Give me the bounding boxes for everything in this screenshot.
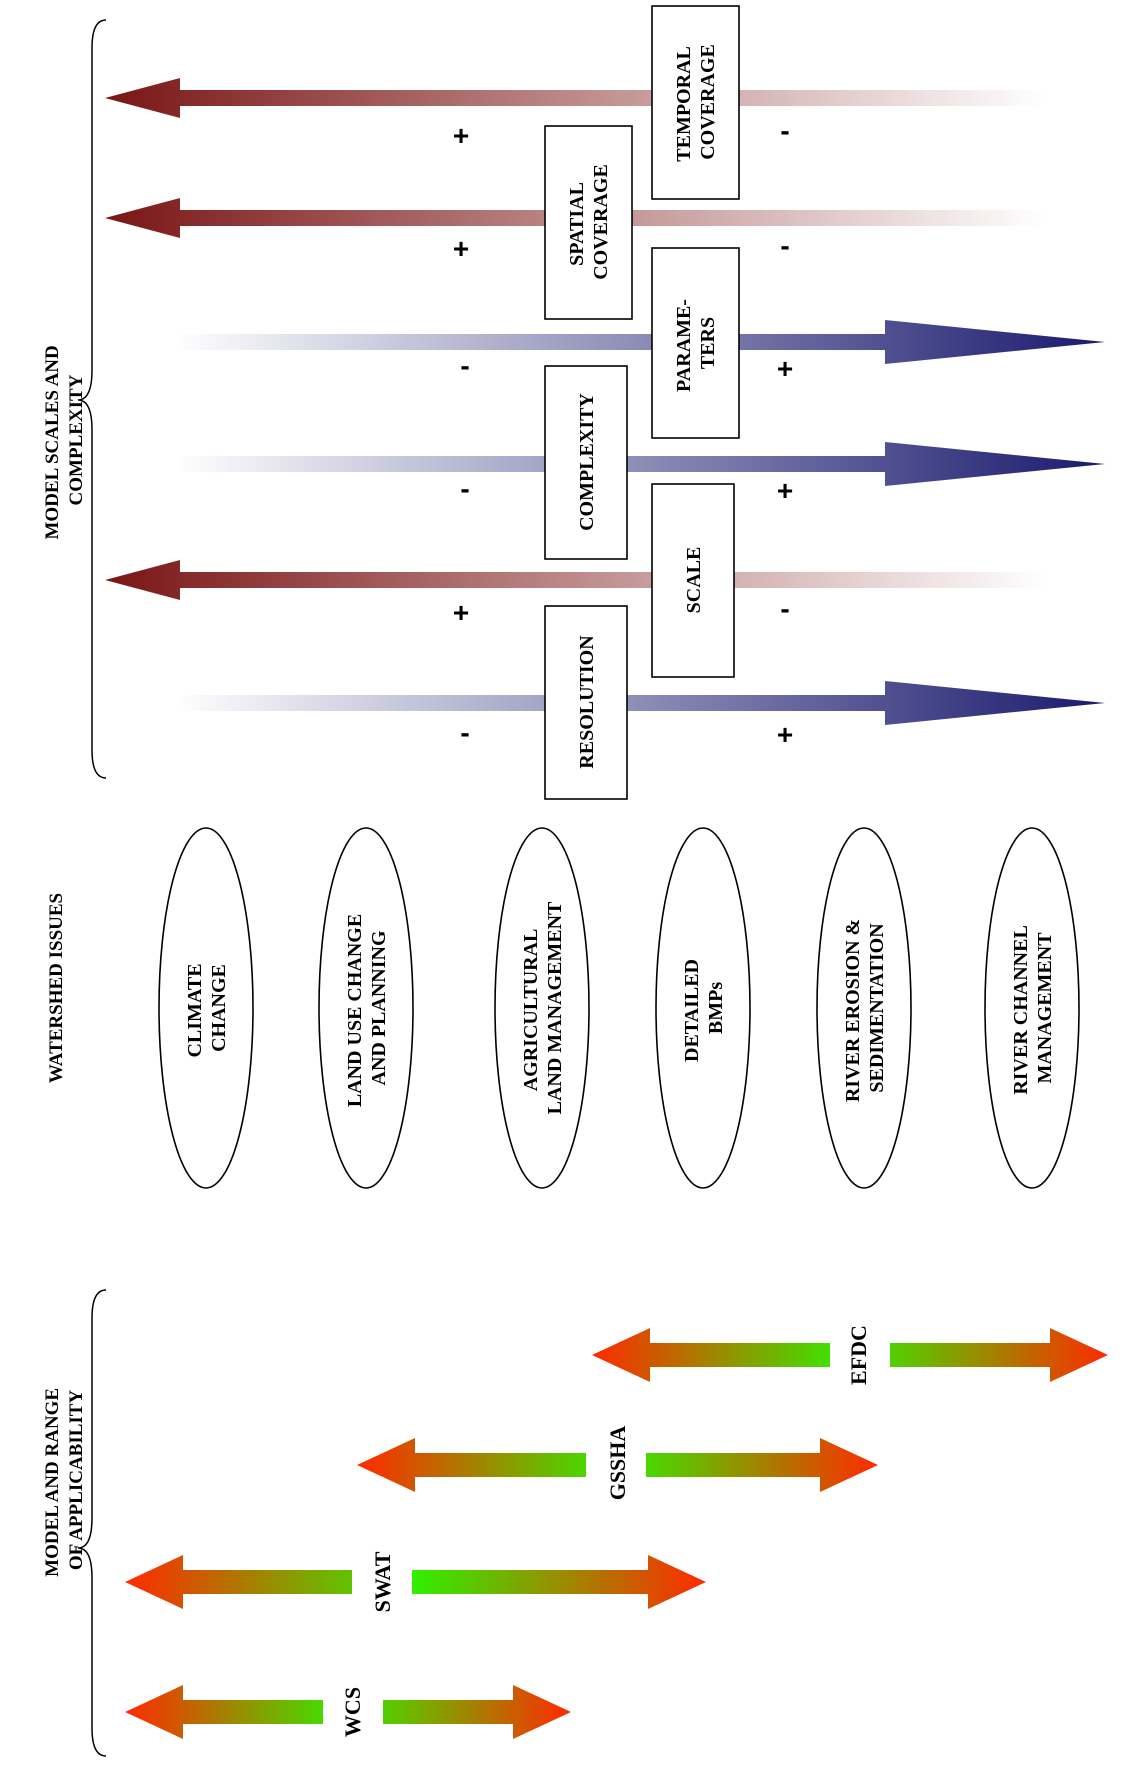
spatial-coverage-plus: + [453, 233, 469, 264]
issue-detailed-bmps-ellipse [655, 827, 751, 1189]
issue-agricultural-label: AGRICULTURAL LAND MANAGEMENT [520, 901, 566, 1114]
model-scales-section: MODEL SCALES AND COMPLEXITY TEMPORAL COV… [42, 5, 1105, 800]
model-wcs-label: WCS [340, 1687, 365, 1737]
watershed-issues-section: WATERSHED ISSUES CLIMATE CHANGE LAND USE… [46, 827, 1080, 1189]
parameters-arrow-shape [175, 320, 1105, 364]
issue-river-erosion: RIVER EROSION & SEDIMENTATION [816, 827, 912, 1189]
model-scales-heading: MODEL SCALES AND COMPLEXITY [42, 340, 87, 539]
model-wcs: WCS [125, 1668, 571, 1756]
issue-climate-change-ellipse [158, 827, 254, 1189]
scale-label: SCALE [683, 547, 705, 614]
model-efdc-label: EFDC [846, 1325, 871, 1385]
complexity-plus: + [777, 475, 793, 506]
model-range-section: MODEL AND RANGE OF APPLICABILITY WCS SWA… [42, 1289, 1108, 1757]
issue-river-channel: RIVER CHANNEL MANAGEMENT [984, 827, 1080, 1189]
temporal-coverage-label: TEMPORAL COVERAGE [673, 42, 719, 161]
scale-minus: - [780, 593, 789, 624]
temporal-coverage-plus: + [453, 120, 469, 151]
scale-arrow-shape [105, 560, 1045, 600]
parameters-arrow: PARAME- TERS - + [175, 247, 1105, 439]
issue-detailed-bmps: DETAILED BMPs [655, 827, 751, 1189]
issue-river-erosion-label: RIVER EROSION & SEDIMENTATION [842, 914, 888, 1102]
complexity-arrow-shape [175, 442, 1105, 486]
model-wcs-label-bg [323, 1668, 383, 1756]
temporal-coverage-box [651, 5, 740, 200]
model-efdc: EFDC [592, 1296, 1108, 1414]
issue-climate-change: CLIMATE CHANGE [158, 827, 254, 1189]
temporal-coverage-arrow-shape [105, 78, 1045, 118]
issue-river-erosion-ellipse [816, 827, 912, 1189]
issue-land-use: LAND USE CHANGE AND PLANNING [318, 827, 414, 1189]
complexity-arrow: COMPLEXITY - + [175, 365, 1105, 560]
parameters-box [651, 247, 740, 439]
model-gssha-label-bg [586, 1394, 646, 1532]
model-range-brace [77, 1289, 107, 1757]
spatial-coverage-box [544, 125, 633, 320]
issue-land-use-ellipse [318, 827, 414, 1189]
resolution-arrow-shape [175, 681, 1105, 725]
resolution-plus: + [777, 719, 793, 750]
scale-plus: + [453, 597, 469, 628]
issue-agricultural: AGRICULTURAL LAND MANAGEMENT [494, 827, 590, 1189]
complexity-label: COMPLEXITY [576, 393, 598, 531]
model-efdc-label-bg [830, 1296, 890, 1414]
model-swat-label-bg [352, 1525, 412, 1635]
scale-box [651, 483, 735, 678]
issue-detailed-bmps-label: DETAILED BMPs [681, 954, 727, 1062]
resolution-label: RESOLUTION [576, 635, 598, 769]
complexity-box [544, 365, 628, 560]
issue-climate-change-label: CLIMATE CHANGE [184, 958, 230, 1057]
model-scales-brace [77, 19, 107, 779]
model-gssha-label: GSSHA [605, 1426, 630, 1501]
issue-river-channel-ellipse [984, 827, 1080, 1189]
issue-river-channel-label: RIVER CHANNEL MANAGEMENT [1010, 921, 1056, 1094]
temporal-coverage-minus: - [780, 115, 789, 146]
scale-arrow: SCALE + - [105, 483, 1045, 678]
issue-agricultural-ellipse [494, 827, 590, 1189]
model-range-heading: MODEL AND RANGE OF APPLICABILITY [42, 1383, 87, 1577]
parameters-label: PARAME- TERS [673, 294, 719, 392]
watershed-issues-heading: WATERSHED ISSUES [46, 893, 67, 1083]
parameters-plus: + [777, 353, 793, 384]
model-swat: SWAT [125, 1525, 706, 1635]
model-gssha: GSSHA [357, 1394, 878, 1532]
spatial-coverage-minus: - [780, 230, 789, 261]
complexity-minus: - [460, 473, 469, 504]
resolution-arrow: RESOLUTION - + [175, 605, 1105, 800]
spatial-coverage-label: SPATIAL COVERAGE [566, 164, 612, 280]
parameters-minus: - [460, 350, 469, 381]
issue-land-use-label: LAND USE CHANGE AND PLANNING [344, 909, 390, 1107]
temporal-coverage-arrow: TEMPORAL COVERAGE + - [105, 5, 1045, 200]
spatial-coverage-arrow: SPATIAL COVERAGE + - [105, 125, 1045, 320]
model-swat-label: SWAT [370, 1551, 395, 1612]
resolution-box [544, 605, 628, 800]
model-swat-range-arrow [125, 1555, 706, 1609]
resolution-minus: - [460, 717, 469, 748]
